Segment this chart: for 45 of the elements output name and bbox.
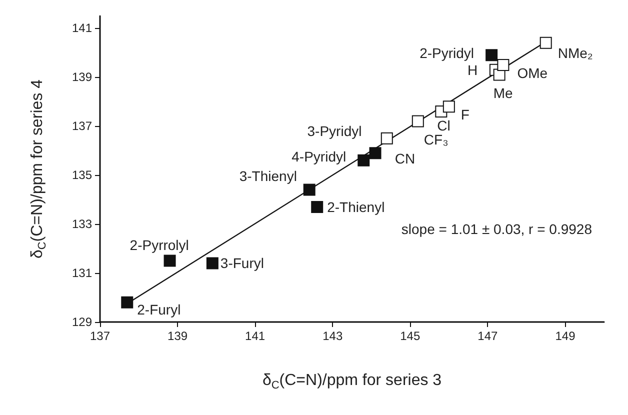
point — [380, 132, 393, 144]
annotation: CF₃ — [424, 131, 448, 148]
point — [540, 36, 552, 49]
annotation: 3-Thienyl — [239, 168, 297, 184]
x-tick-label: 147 — [478, 329, 498, 343]
point — [311, 200, 324, 213]
y-axis-title: δC(C=N)/ppm for series 4 — [29, 79, 48, 259]
annotation: H — [467, 62, 478, 78]
y-tick-label: 137 — [72, 119, 92, 134]
annotation: 2-Furyl — [137, 301, 181, 318]
point — [497, 58, 510, 71]
annotation: F — [460, 106, 470, 123]
x-tick-label: 143 — [322, 329, 343, 343]
x-tick-label: 149 — [555, 329, 576, 343]
annotation: CN — [394, 150, 416, 166]
annotation: 3-Pyridyl — [307, 123, 362, 140]
point — [206, 257, 218, 270]
annotation: 2-Pyrrolyl — [130, 236, 189, 253]
point — [358, 154, 370, 166]
annotation: Me — [493, 84, 513, 101]
annotation: 3-Furyl — [220, 255, 264, 272]
y-tick-label: 131 — [72, 266, 92, 280]
point — [164, 254, 176, 267]
annotation: 2-Thienyl — [327, 198, 385, 215]
annotation: Cl — [437, 117, 450, 134]
y-tick-label: 141 — [72, 21, 92, 36]
y-tick-label: 129 — [72, 315, 92, 329]
x-tick-label: 141 — [245, 329, 266, 343]
annotation: 4-Pyridyl — [292, 148, 346, 164]
annotation: OMe — [517, 64, 548, 81]
x-tick-label: 137 — [90, 329, 110, 343]
point — [121, 296, 134, 308]
annotation: NMe₂ — [558, 44, 593, 61]
point — [303, 184, 316, 196]
x-tick-label: 145 — [400, 329, 420, 343]
y-tick-label: 133 — [72, 217, 92, 232]
annotation: 2-Pyridyl — [420, 45, 474, 62]
point — [486, 49, 498, 62]
point — [369, 147, 382, 160]
x-tick-label: 139 — [168, 329, 188, 343]
point — [442, 100, 455, 113]
y-tick-label: 135 — [72, 168, 92, 182]
point — [412, 115, 424, 128]
y-tick-label: 139 — [72, 70, 92, 84]
annotation: slope = 1.01 ± 0.03, r = 0.9928 — [401, 221, 592, 237]
